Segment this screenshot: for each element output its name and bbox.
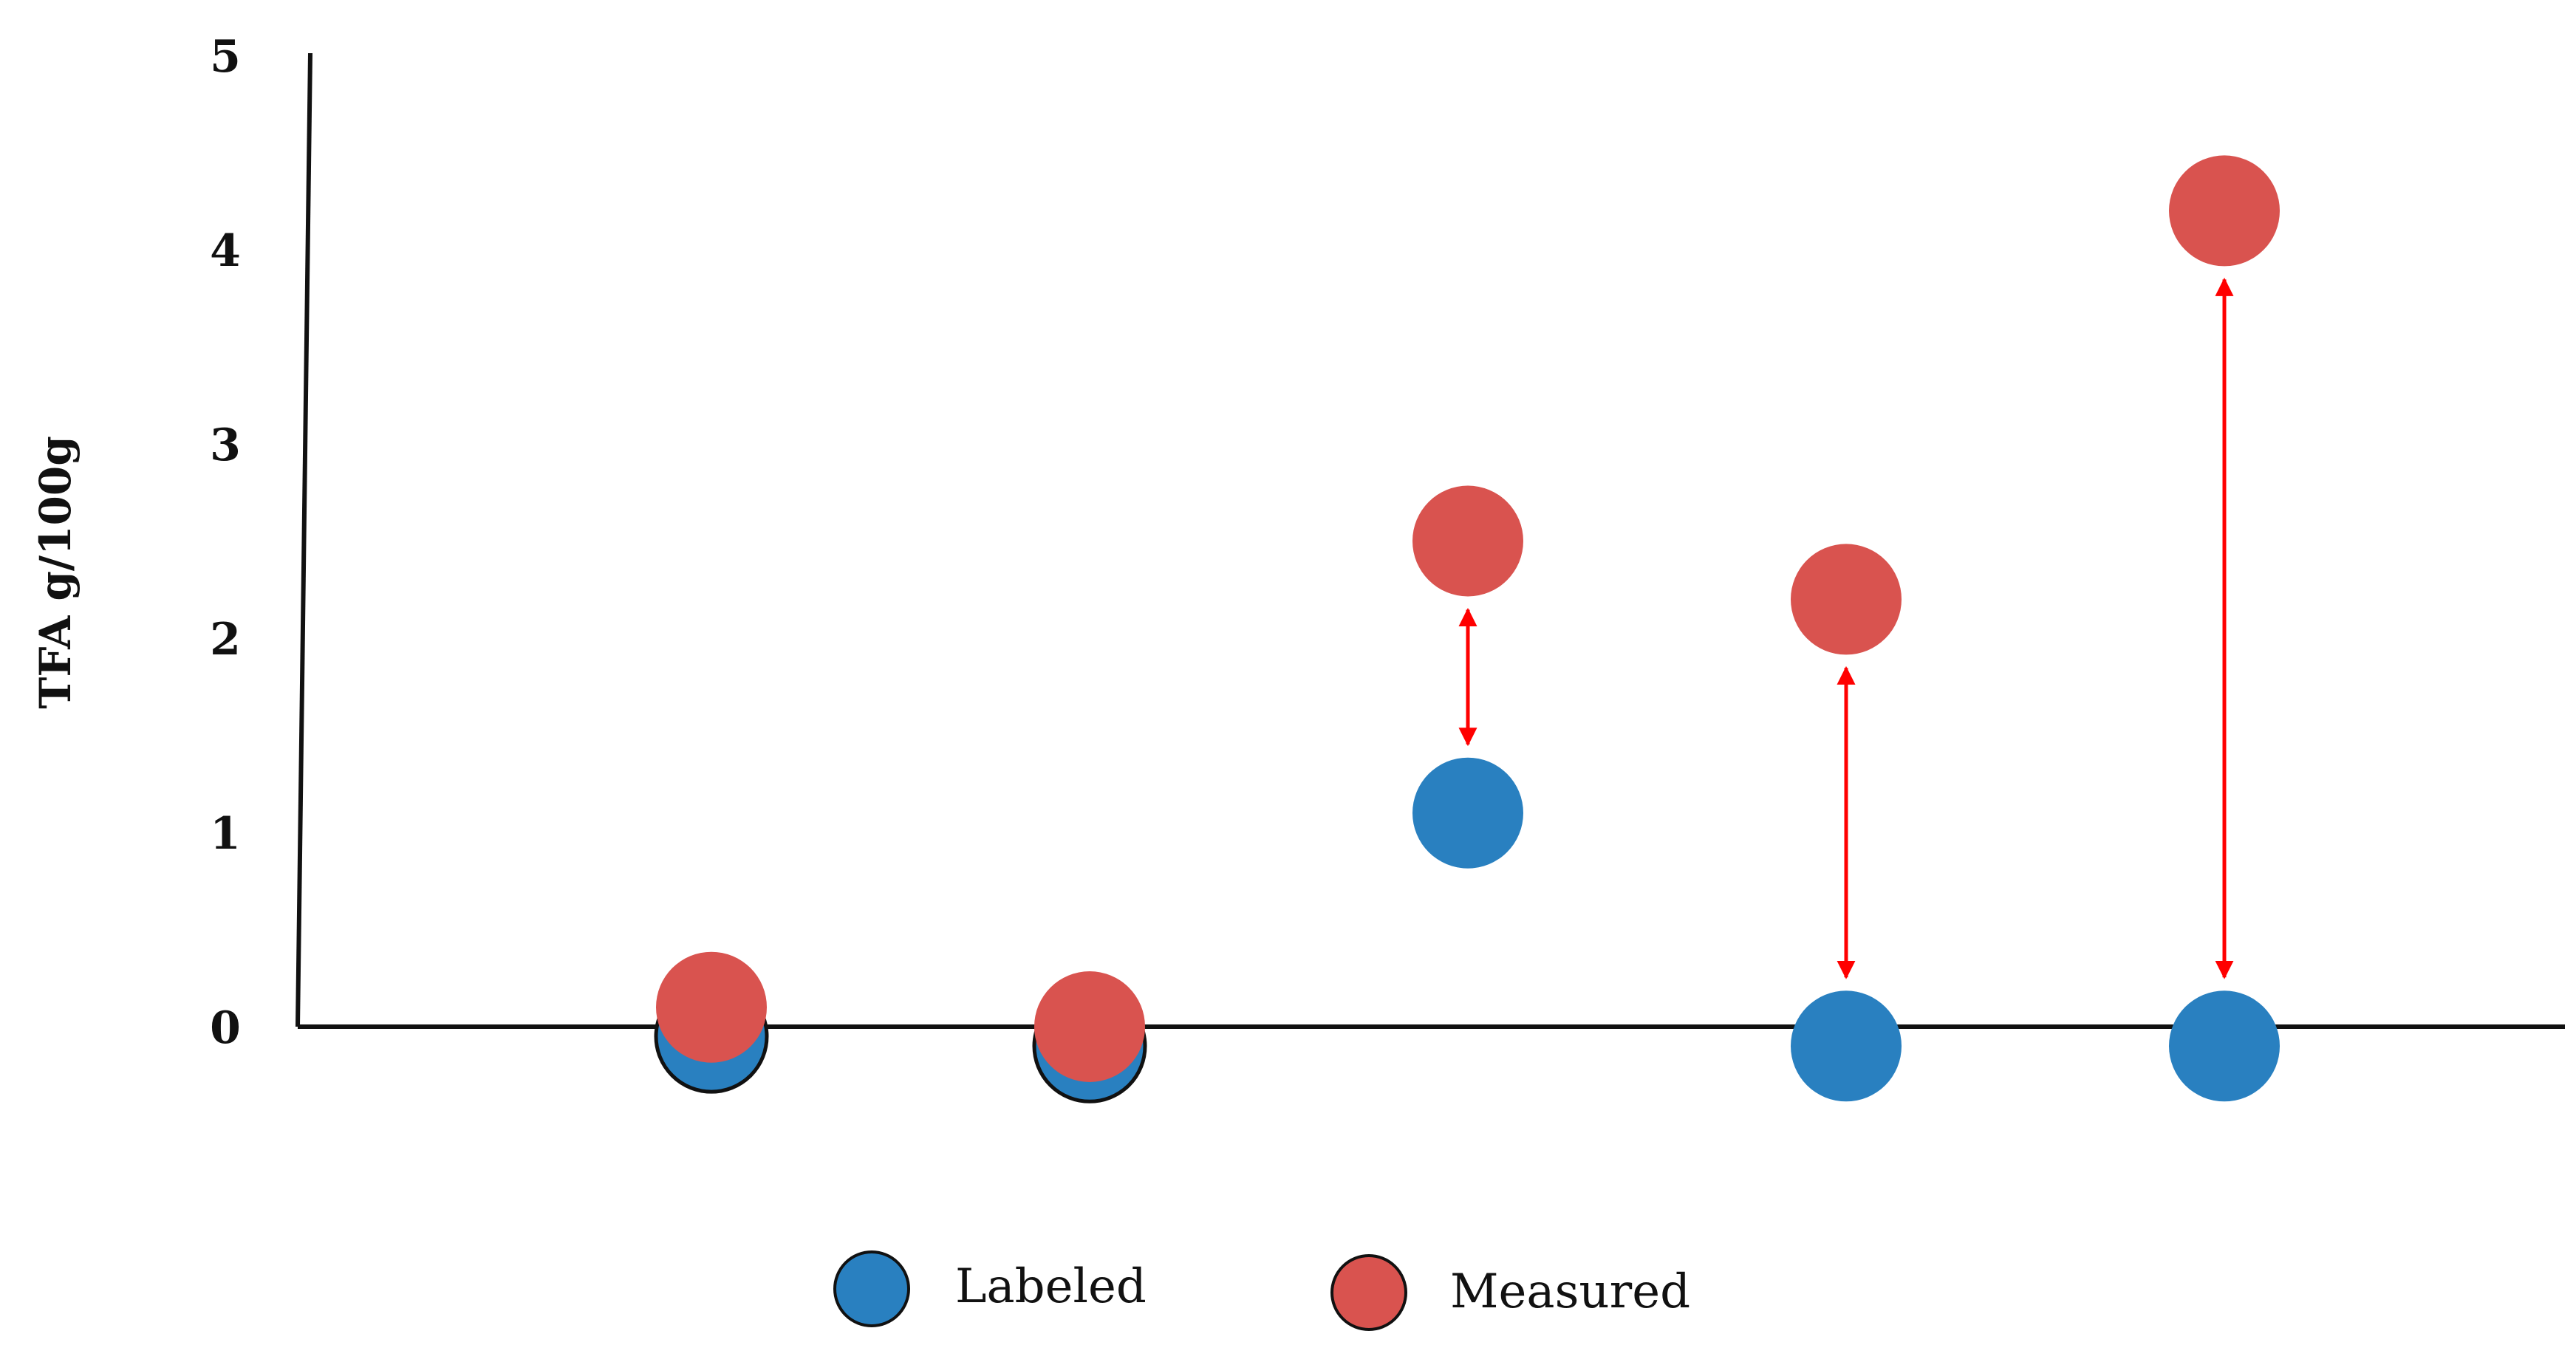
point-measured-3: [1412, 485, 1523, 597]
point-measured-5: [2169, 155, 2280, 267]
legend-swatch-labeled: [833, 1250, 910, 1327]
point-measured-2: [1034, 971, 1145, 1082]
y-tick-label-2: 2: [210, 614, 241, 665]
point-labeled-4: [1791, 990, 1902, 1102]
point-labeled-3: [1412, 757, 1523, 869]
measured-points: [656, 155, 2280, 1082]
y-axis-title: TFA g/100g: [30, 436, 81, 709]
y-tick-labels: 0 1 2 3 4 5: [210, 31, 241, 1054]
y-axis: [295, 52, 312, 1027]
point-labeled-5: [2169, 990, 2280, 1102]
y-tick-label-3: 3: [210, 420, 241, 471]
legend-label-labeled: Labeled: [955, 1259, 1147, 1314]
y-tick-label-4: 4: [210, 225, 241, 277]
legend-label-measured: Measured: [1450, 1265, 1690, 1319]
labeled-points: [654, 757, 2280, 1103]
legend-swatch-measured: [1330, 1254, 1407, 1331]
y-tick-label-0: 0: [210, 1002, 241, 1054]
point-measured-1: [656, 951, 767, 1063]
y-tick-label-1: 1: [210, 808, 241, 860]
y-tick-label-5: 5: [210, 31, 241, 83]
difference-arrows: [1458, 277, 2234, 979]
point-measured-4: [1791, 544, 1902, 655]
legend: Labeled Measured: [833, 1250, 1690, 1331]
